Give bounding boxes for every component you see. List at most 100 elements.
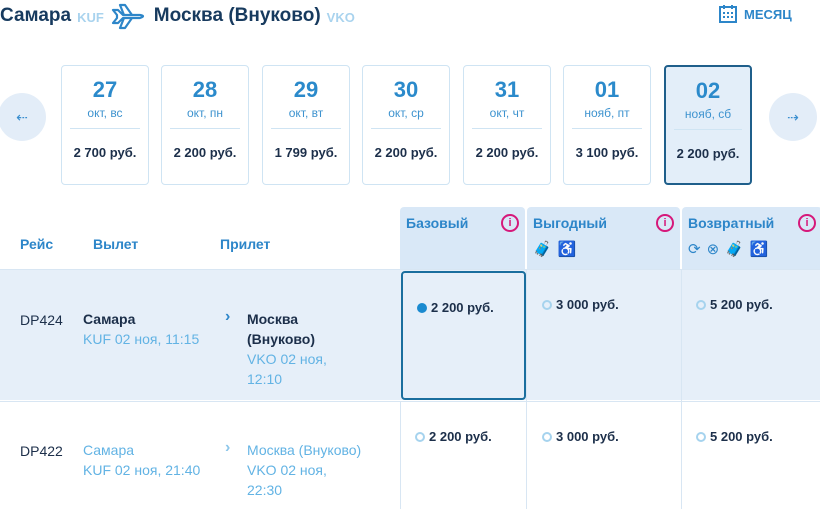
- divider: [170, 128, 240, 129]
- radio[interactable]: [696, 431, 706, 442]
- fare-cell[interactable]: 5 200 руб.: [696, 429, 773, 444]
- next-dates-button[interactable]: ⇢: [769, 93, 817, 141]
- date-card[interactable]: 27 окт, вс 2 700 руб.: [61, 65, 149, 185]
- date-price: 2 200 руб.: [475, 145, 539, 160]
- fare-price: 3 000 руб.: [556, 429, 619, 444]
- from-code: KUF: [77, 10, 104, 25]
- divider: [472, 128, 542, 129]
- arrival-city-line2: (Внуково): [247, 331, 316, 347]
- baggage-plus-icon: 🧳: [725, 241, 744, 258]
- date-price: 1 799 руб.: [274, 145, 338, 160]
- radio[interactable]: [542, 431, 552, 442]
- departure-time: KUF 02 ноя, 21:40: [83, 462, 201, 478]
- arrow-left-icon: ⇠: [16, 108, 28, 125]
- fare-header-profit: Выгодный i 🧳 ♿: [527, 207, 680, 269]
- date-day: 29: [293, 77, 319, 102]
- column-flight: Рейс: [20, 236, 54, 252]
- date-price: 3 100 руб.: [575, 145, 639, 160]
- info-icon[interactable]: i: [798, 214, 816, 232]
- date-weekday: окт, вс: [87, 106, 123, 120]
- info-icon[interactable]: i: [656, 214, 674, 232]
- fare-name: Возвратный: [688, 215, 775, 231]
- calendar-icon: [719, 5, 737, 23]
- baggage-plus-icon: 🧳: [533, 241, 552, 258]
- date-weekday: нояб, сб: [684, 107, 732, 121]
- fare-name: Базовый: [406, 215, 469, 231]
- column-departure: Вылет: [93, 236, 139, 252]
- fare-header-refundable: Возвратный i ⟳ ⊗ 🧳 ♿: [682, 207, 820, 269]
- refund-icon: ⊗: [706, 241, 720, 258]
- info-icon[interactable]: i: [501, 214, 519, 232]
- route-header: Самара KUF Москва (Внуково) VKO: [0, 2, 361, 30]
- date-card[interactable]: 30 окт, ср 2 200 руб.: [362, 65, 450, 185]
- flight-row[interactable]: DP424 Самара KUF 02 ноя, 11:15 › Москва …: [0, 269, 820, 401]
- date-price: 2 700 руб.: [73, 145, 137, 160]
- date-day: 27: [92, 77, 118, 102]
- fare-price: 5 200 руб.: [710, 429, 773, 444]
- fare-cell-selected[interactable]: 2 200 руб.: [401, 271, 526, 400]
- date-card[interactable]: 01 нояб, пт 3 100 руб.: [563, 65, 651, 185]
- exchange-icon: ⟳: [688, 241, 701, 258]
- departure-time: KUF 02 ноя, 11:15: [83, 331, 200, 347]
- date-weekday: нояб, пт: [584, 106, 630, 120]
- fare-name: Выгодный: [533, 215, 607, 231]
- date-price: 2 200 руб.: [173, 145, 237, 160]
- date-card[interactable]: 31 окт, чт 2 200 руб.: [463, 65, 551, 185]
- arrival-date: VKO 02 ноя,: [247, 351, 327, 367]
- to-code: VKO: [326, 10, 355, 25]
- fare-cell[interactable]: 5 200 руб.: [696, 297, 773, 312]
- date-card[interactable]: 02 нояб, сб 2 200 руб.: [664, 65, 752, 185]
- arrival-date: VKO 02 ноя,: [247, 462, 327, 478]
- month-label: МЕСЯЦ: [744, 6, 792, 22]
- arrival-city: Москва (Внуково): [247, 442, 362, 458]
- from-city: Самара: [0, 5, 72, 26]
- divider: [271, 128, 341, 129]
- arrival-time: 12:10: [247, 371, 283, 387]
- chevron-right-icon: ›: [225, 308, 231, 325]
- radio[interactable]: [415, 431, 425, 442]
- divider: [70, 128, 140, 129]
- divider: [674, 129, 742, 130]
- arrival-time: 22:30: [247, 482, 283, 498]
- departure-city: Самара: [83, 442, 135, 458]
- fare-header-base: Базовый i: [400, 207, 525, 269]
- radio[interactable]: [696, 299, 706, 310]
- date-card[interactable]: 29 окт, вт 1 799 руб.: [262, 65, 350, 185]
- seat-select-icon: ♿: [557, 241, 577, 258]
- date-price: 2 200 руб.: [676, 146, 740, 161]
- chevron-right-icon: ›: [225, 439, 231, 456]
- fare-cell[interactable]: 3 000 руб.: [542, 429, 619, 444]
- column-arrival: Прилет: [220, 236, 271, 252]
- arrow-right-icon: ⇢: [787, 108, 799, 125]
- month-button[interactable]: МЕСЯЦ: [718, 4, 792, 24]
- date-weekday: окт, чт: [489, 106, 525, 120]
- date-card[interactable]: 28 окт, пн 2 200 руб.: [161, 65, 249, 185]
- fare-price: 5 200 руб.: [710, 297, 773, 312]
- date-weekday: окт, пн: [186, 106, 224, 120]
- date-day: 31: [494, 77, 520, 102]
- seat-select-icon: ♿: [749, 241, 769, 258]
- flight-number: DP424: [20, 312, 63, 328]
- date-day: 02: [695, 78, 721, 103]
- fare-cell[interactable]: 2 200 руб.: [415, 429, 492, 444]
- prev-dates-button[interactable]: ⇠: [0, 93, 46, 141]
- divider: [371, 128, 441, 129]
- date-weekday: окт, вт: [288, 106, 324, 120]
- departure-city: Самара: [83, 311, 136, 327]
- radio[interactable]: [542, 299, 552, 310]
- fare-price: 2 200 руб.: [431, 300, 494, 315]
- plane-icon: [111, 3, 144, 30]
- flight-number: DP422: [20, 443, 63, 459]
- date-day: 01: [594, 77, 620, 102]
- radio-selected[interactable]: [417, 302, 427, 313]
- date-price: 2 200 руб.: [374, 145, 438, 160]
- date-day: 30: [393, 77, 419, 102]
- to-city: Москва (Внуково): [153, 5, 321, 26]
- divider: [572, 128, 642, 129]
- arrival-city: Москва: [247, 311, 299, 327]
- flight-row[interactable]: DP422 Самара KUF 02 ноя, 21:40 › Москва …: [0, 401, 820, 509]
- date-day: 28: [192, 77, 218, 102]
- fare-cell[interactable]: 3 000 руб.: [542, 297, 619, 312]
- fare-price: 2 200 руб.: [429, 429, 492, 444]
- fare-price: 3 000 руб.: [556, 297, 619, 312]
